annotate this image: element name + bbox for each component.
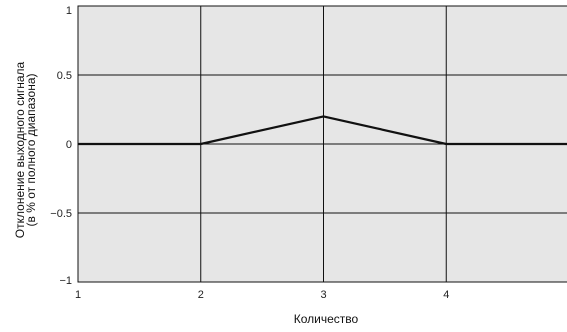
y-tick-label: 0.5 — [57, 70, 72, 82]
y-axis-label: Отклонение выходного сигнала (в % от пол… — [13, 61, 38, 238]
x-tick-label: 3 — [320, 289, 326, 301]
x-axis-ticks: 1 2 3 4 — [75, 289, 449, 301]
x-tick-label: 1 — [75, 289, 81, 301]
y-tick-label: −1 — [59, 275, 72, 287]
x-tick-label: 2 — [198, 289, 204, 301]
x-tick-label: 4 — [443, 289, 449, 301]
data-point — [322, 115, 325, 117]
data-point — [445, 143, 447, 145]
y-axis-label-line-2: (в % от полного диапазона) — [24, 73, 38, 226]
data-point — [200, 143, 202, 145]
x-axis-label: Количество — [294, 312, 359, 326]
y-tick-label: 0 — [66, 139, 72, 151]
y-axis-ticks: 1 0.5 0 −0.5 −1 — [50, 5, 72, 287]
y-axis-label-line-1: Отклонение выходного сигнала — [13, 61, 27, 238]
plot-frame — [77, 5, 567, 283]
y-tick-label: 1 — [66, 5, 72, 17]
y-tick-label: −0.5 — [50, 208, 72, 220]
